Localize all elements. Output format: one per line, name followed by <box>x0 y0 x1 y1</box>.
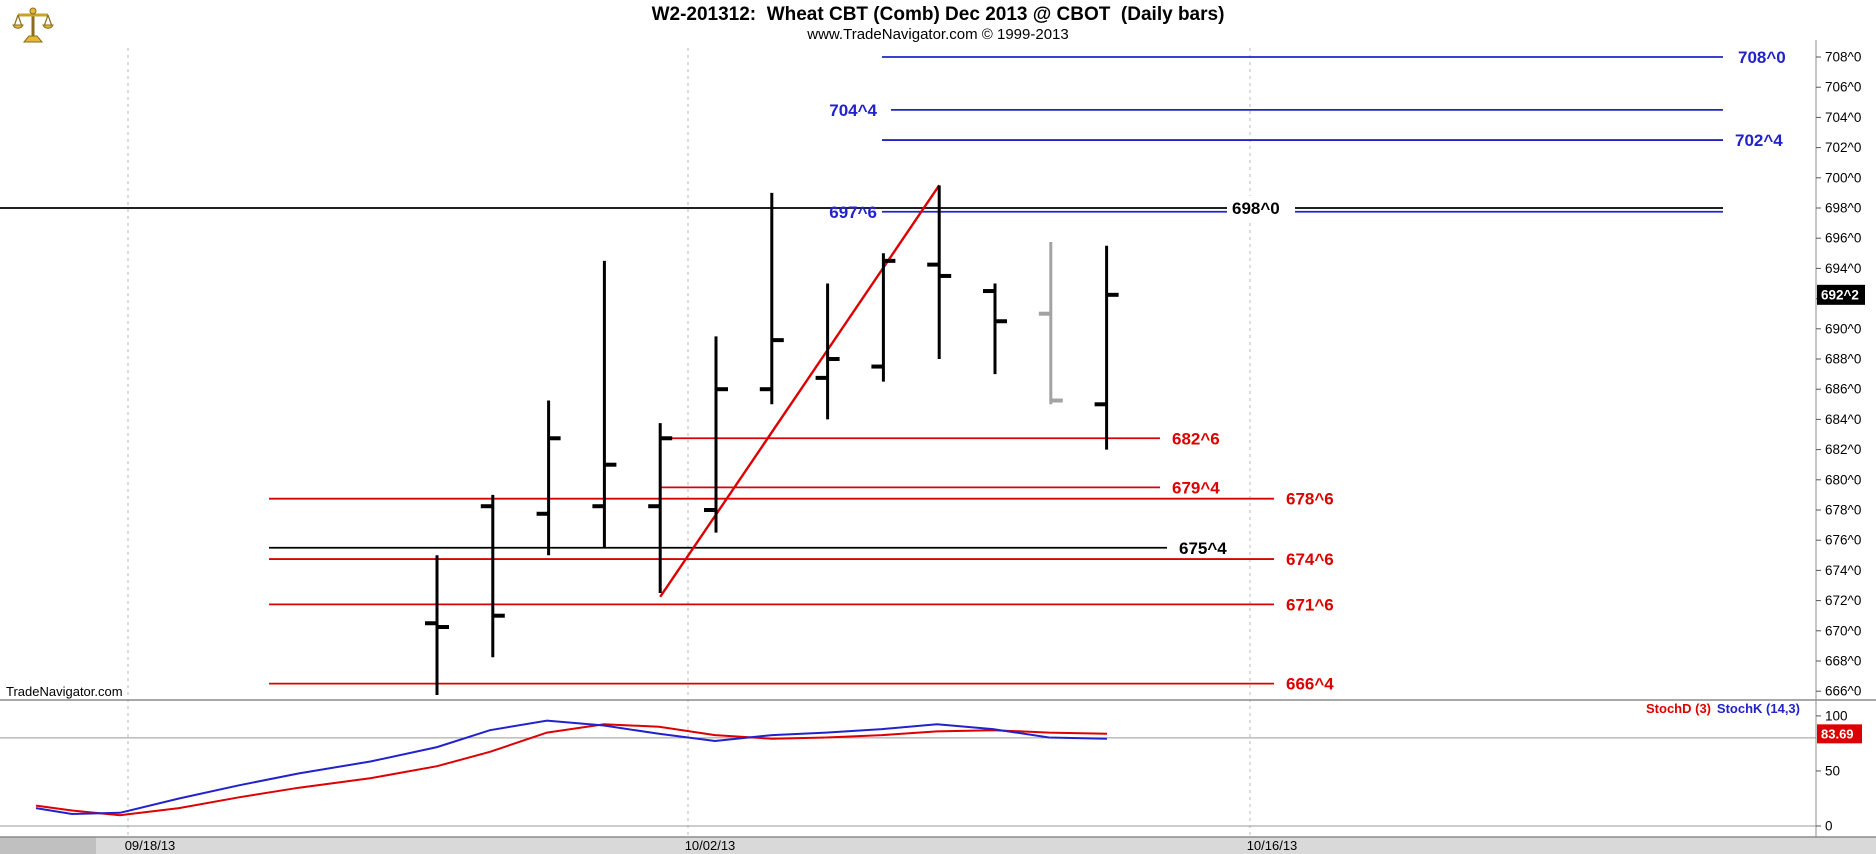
stoch-axis-label: 0 <box>1825 819 1833 834</box>
price-level-label-666-4: 666^4 <box>1286 675 1334 694</box>
stoch-value-flag <box>1817 724 1862 744</box>
price-level-label-702-4: 702^4 <box>1735 131 1783 150</box>
ohlc-bar[interactable] <box>648 423 673 594</box>
price-level-label-674-6: 674^6 <box>1286 550 1334 569</box>
date-axis-strip <box>0 837 1876 854</box>
price-level-label-682-6: 682^6 <box>1172 429 1220 448</box>
price-axis-label: 682^0 <box>1825 442 1861 457</box>
stochd-line[interactable] <box>35 723 1108 817</box>
ohlc-bar[interactable] <box>759 192 784 405</box>
trendline[interactable] <box>659 184 941 598</box>
price-axis-label: 672^0 <box>1825 593 1861 608</box>
date-strip-corner <box>0 837 96 854</box>
price-level-label-679-4: 679^4 <box>1172 478 1220 497</box>
ohlc-bar[interactable] <box>871 253 896 382</box>
stochd-legend-label[interactable]: StochD (3) <box>1646 701 1711 716</box>
price-axis-label: 688^0 <box>1825 352 1861 367</box>
ohlc-bar[interactable] <box>425 555 449 695</box>
price-axis-label: 686^0 <box>1825 382 1861 397</box>
price-axis-label: 702^0 <box>1825 140 1861 155</box>
stochk-legend-label[interactable]: StochK (14,3) <box>1717 701 1800 716</box>
ohlc-bar[interactable] <box>815 283 840 420</box>
ohlc-bar[interactable] <box>1094 245 1119 450</box>
price-axis-label: 700^0 <box>1825 170 1861 185</box>
level-label-bg <box>1227 196 1295 219</box>
stoch-axis-label: 50 <box>1825 763 1840 778</box>
price-axis-label: 666^0 <box>1825 684 1861 699</box>
price-level-label-675-4: 675^4 <box>1179 539 1227 558</box>
price-axis-label: 680^0 <box>1825 472 1861 487</box>
watermark: TradeNavigator.com <box>6 684 123 699</box>
price-level-label-671-6: 671^6 <box>1286 595 1334 614</box>
price-axis-label: 706^0 <box>1825 80 1861 95</box>
date-label: 10/16/13 <box>1247 838 1298 853</box>
price-level-label-698-0: 698^0 <box>1232 199 1280 218</box>
ohlc-bar[interactable] <box>592 260 617 548</box>
price-axis-label: 670^0 <box>1825 623 1861 638</box>
ohlc-bar[interactable] <box>704 336 728 533</box>
stoch-axis-label: 100 <box>1825 708 1848 723</box>
date-label: 09/18/13 <box>125 838 176 853</box>
price-axis-label: 690^0 <box>1825 321 1861 336</box>
ohlc-bar[interactable] <box>1038 241 1063 405</box>
ohlc-bar[interactable] <box>983 283 1007 375</box>
price-level-label-708-0: 708^0 <box>1738 48 1786 67</box>
price-axis-label: 676^0 <box>1825 533 1861 548</box>
price-axis-label: 684^0 <box>1825 412 1861 427</box>
ohlc-bar[interactable] <box>927 185 952 359</box>
last-price-flag-label: 692^2 <box>1821 287 1859 302</box>
price-axis-label: 668^0 <box>1825 654 1861 669</box>
price-axis-label: 674^0 <box>1825 563 1861 578</box>
price-axis-label: 698^0 <box>1825 201 1861 216</box>
price-axis-label: 694^0 <box>1825 261 1861 276</box>
date-label: 10/02/13 <box>685 838 736 853</box>
price-level-label-697-6: 697^6 <box>829 203 877 222</box>
stochk-line[interactable] <box>35 719 1108 816</box>
ohlc-bar[interactable] <box>536 400 561 556</box>
price-axis-label: 708^0 <box>1825 50 1861 65</box>
price-axis-label: 678^0 <box>1825 503 1861 518</box>
stoch-value-flag-label: 83.69 <box>1821 726 1854 741</box>
price-level-label-704-4: 704^4 <box>829 101 877 120</box>
last-price-flag <box>1817 284 1865 305</box>
price-axis-label: 704^0 <box>1825 110 1861 125</box>
ohlc-bar[interactable] <box>480 494 505 658</box>
price-level-label-678-6: 678^6 <box>1286 490 1334 509</box>
price-axis-label: 696^0 <box>1825 231 1861 246</box>
